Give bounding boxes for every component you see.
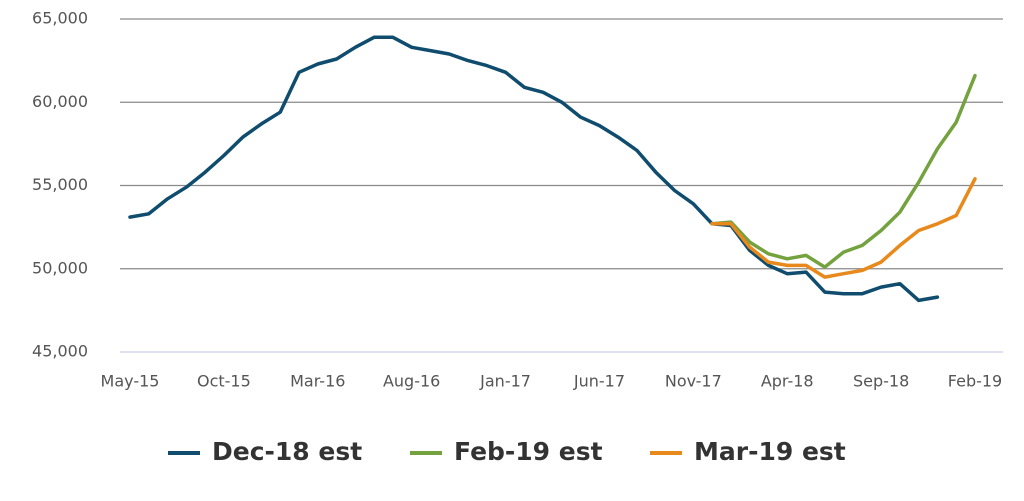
series-line xyxy=(128,35,940,303)
x-tick-label: Jan-17 xyxy=(479,372,531,391)
y-tick-label: 50,000 xyxy=(32,258,88,277)
x-tick-label: Apr-18 xyxy=(761,372,814,391)
legend-label: Mar-19 est xyxy=(694,437,846,466)
y-tick-label: 65,000 xyxy=(32,9,88,28)
x-tick-label: Mar-16 xyxy=(290,372,345,391)
x-tick-label: Oct-15 xyxy=(197,372,251,391)
x-tick-label: Aug-16 xyxy=(383,372,440,391)
x-tick-label: Jun-17 xyxy=(573,372,625,391)
y-tick-label: 55,000 xyxy=(32,175,88,194)
x-tick-label: Sep-18 xyxy=(853,372,909,391)
legend-label: Feb-19 est xyxy=(454,437,603,466)
y-tick-label: 60,000 xyxy=(32,92,88,111)
series-line xyxy=(710,73,977,269)
x-tick-label: May-15 xyxy=(101,372,160,391)
x-tick-label: Nov-17 xyxy=(665,372,722,391)
series-line xyxy=(710,177,977,279)
x-tick-label: Feb-19 xyxy=(948,372,1002,391)
y-tick-label: 45,000 xyxy=(32,342,88,361)
legend-label: Dec-18 est xyxy=(212,437,362,466)
